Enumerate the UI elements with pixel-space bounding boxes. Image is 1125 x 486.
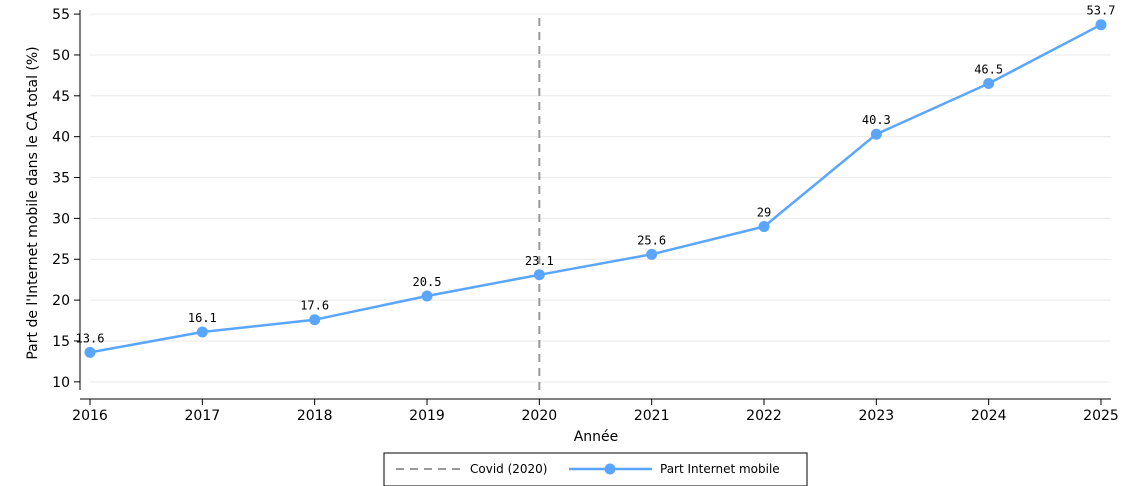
y-tick-label-55: 55 bbox=[52, 7, 70, 23]
series-part-internet-mobile bbox=[84, 19, 1107, 358]
axes bbox=[74, 10, 1111, 405]
y-axis-title: Part de l'Internet mobile dans le CA tot… bbox=[25, 46, 41, 359]
x-tick-label-2021: 2021 bbox=[634, 408, 670, 424]
data-label-2019: 20.5 bbox=[413, 275, 442, 289]
y-tick-label-40: 40 bbox=[52, 130, 70, 146]
data-label-2023: 40.3 bbox=[862, 113, 891, 127]
data-point-2019 bbox=[421, 290, 433, 302]
x-axis-title: Année bbox=[574, 429, 619, 445]
x-tick-label-2025: 2025 bbox=[1083, 408, 1119, 424]
data-point-2021 bbox=[646, 248, 658, 260]
x-tick-label-2019: 2019 bbox=[409, 408, 445, 424]
data-point-2024 bbox=[983, 78, 995, 90]
data-label-2022: 29 bbox=[757, 206, 771, 220]
grid-lines bbox=[90, 13, 1111, 383]
legend: Covid (2020) Part Internet mobile bbox=[383, 452, 808, 486]
legend-covid-label: Covid (2020) bbox=[470, 462, 548, 476]
data-label-2024: 46.5 bbox=[974, 63, 1003, 77]
legend-series-marker bbox=[604, 463, 616, 475]
data-point-2017 bbox=[196, 326, 208, 338]
x-tick-label-2023: 2023 bbox=[859, 408, 895, 424]
y-tick-label-30: 30 bbox=[52, 211, 70, 227]
y-tick-label-45: 45 bbox=[52, 89, 70, 105]
data-point-2018 bbox=[309, 314, 321, 326]
data-label-2018: 17.6 bbox=[300, 299, 329, 313]
y-tick-label-25: 25 bbox=[52, 252, 70, 268]
data-label-2017: 16.1 bbox=[188, 311, 217, 325]
x-tick-label-2020: 2020 bbox=[522, 408, 558, 424]
data-point-2020 bbox=[533, 269, 545, 281]
data-point-2023 bbox=[870, 128, 882, 140]
data-point-2022 bbox=[758, 221, 770, 233]
data-point-2016 bbox=[84, 346, 96, 358]
y-tick-label-10: 10 bbox=[52, 375, 70, 391]
x-tick-label-2022: 2022 bbox=[746, 408, 782, 424]
x-tick-labels: 2016 2017 2018 2019 2020 2021 2022 2023 2024 2025 bbox=[72, 408, 1119, 424]
x-tick-label-2016: 2016 bbox=[72, 408, 108, 424]
data-label-2020: 23.1 bbox=[525, 254, 554, 268]
y-tick-label-15: 15 bbox=[52, 334, 70, 350]
data-labels: 13.6 16.1 17.6 20.5 23.1 25.6 29 40.3 46.5 53.7 bbox=[76, 4, 1116, 346]
y-tick-label-35: 35 bbox=[52, 171, 70, 187]
x-tick-label-2017: 2017 bbox=[185, 408, 221, 424]
x-tick-label-2024: 2024 bbox=[971, 408, 1007, 424]
x-tick-label-2018: 2018 bbox=[297, 408, 333, 424]
y-tick-labels: 10 15 20 25 30 35 40 45 50 55 bbox=[52, 7, 70, 391]
data-label-2016: 13.6 bbox=[76, 331, 105, 345]
data-label-2025: 53.7 bbox=[1087, 4, 1116, 18]
y-tick-label-50: 50 bbox=[52, 48, 70, 64]
data-label-2021: 25.6 bbox=[637, 233, 666, 247]
legend-series-label: Part Internet mobile bbox=[660, 462, 780, 476]
data-point-2025 bbox=[1095, 19, 1107, 31]
y-tick-label-20: 20 bbox=[52, 293, 70, 309]
series-line bbox=[89, 23, 1102, 354]
